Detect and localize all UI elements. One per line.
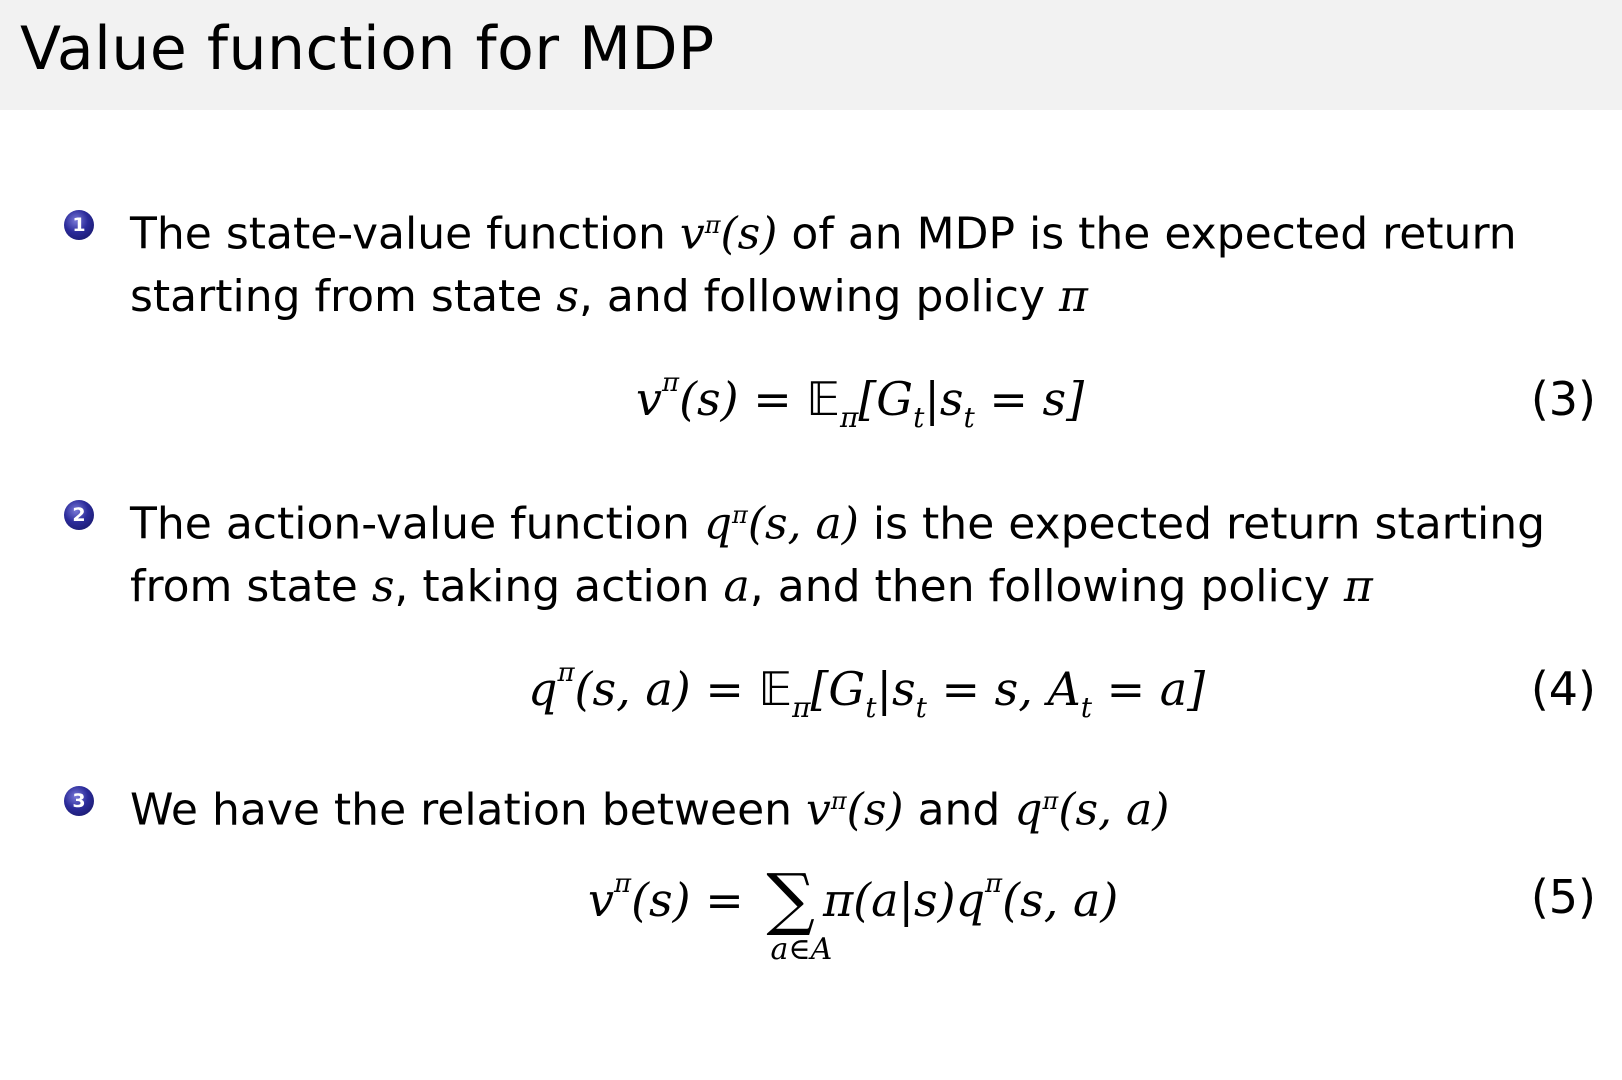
bullet-number-icon: 1 — [64, 210, 94, 240]
math: = s, A — [926, 662, 1081, 716]
math: [G — [858, 372, 914, 426]
bullet-number-icon: 2 — [64, 500, 94, 530]
math: v — [636, 372, 662, 426]
text: , and following policy — [578, 270, 1059, 322]
equation-number: (5) — [1530, 870, 1596, 924]
equation-5: vπ(s) = ∑ a∈A π(a|s)qπ(s, a) — [588, 866, 1119, 968]
summation: ∑ a∈A — [766, 866, 832, 968]
math: q — [1014, 784, 1043, 836]
math: = a] — [1091, 662, 1206, 716]
math: v — [806, 784, 831, 836]
text: , taking action — [394, 560, 724, 612]
math: s — [371, 560, 395, 612]
sum-symbol: ∑ — [766, 860, 815, 939]
math: t — [913, 401, 925, 434]
equation-3: vπ(s) = 𝔼π[Gt|st = s] — [636, 370, 1085, 432]
math: (s) — [846, 784, 904, 836]
equation-number: (3) — [1530, 372, 1596, 426]
text: is the expected return starting — [858, 498, 1546, 550]
math: π — [557, 658, 575, 688]
math: |s — [876, 662, 916, 716]
bullet-text: We have the relation between vπ(s) and q… — [130, 770, 1550, 842]
math: = s] — [974, 372, 1085, 426]
math: v — [588, 873, 614, 927]
math: (s, a) — [1002, 873, 1119, 927]
math: (s, a) = — [574, 662, 759, 716]
math: π — [614, 869, 632, 899]
math: a — [723, 560, 750, 612]
math: t — [963, 401, 975, 434]
math: t — [865, 691, 877, 724]
sum-subscript: a∈A — [770, 932, 833, 967]
math: q — [703, 498, 733, 550]
text: The action-value function — [130, 498, 704, 550]
math: π — [792, 691, 811, 724]
equation-4: qπ(s, a) = 𝔼π[Gt|st = s, At = a] — [528, 660, 1206, 722]
math: (s, a) — [1058, 784, 1170, 836]
math: 𝔼 — [806, 372, 840, 426]
text: from state — [130, 560, 372, 612]
bullet-text: The action-value function qπ(s, a) is th… — [130, 484, 1550, 618]
math: (s) = — [679, 372, 807, 426]
math: (s, a) — [747, 498, 859, 550]
math: (s) = — [631, 873, 759, 927]
text: We have the relation between — [130, 784, 807, 836]
math: π — [830, 787, 847, 815]
equation-number: (4) — [1530, 662, 1596, 716]
math: [G — [810, 662, 866, 716]
text: , and then following policy — [749, 560, 1344, 612]
math: π(a|s)q — [822, 873, 986, 927]
text: The state-value function — [130, 208, 680, 260]
text: starting from state — [130, 270, 557, 322]
math: π — [1343, 560, 1373, 612]
math: π — [839, 401, 859, 434]
title-bar: Value function for MDP — [0, 0, 1622, 110]
math: |s — [924, 372, 964, 426]
math: π — [662, 368, 680, 398]
math: s — [556, 270, 579, 322]
text: of an MDP is the expected return — [777, 208, 1517, 260]
math: π — [1058, 270, 1088, 322]
math: t — [915, 691, 927, 724]
math: 𝔼 — [758, 662, 793, 716]
math: π — [704, 211, 721, 239]
text: and — [903, 784, 1015, 836]
math: v — [679, 208, 705, 260]
slide-title: Value function for MDP — [20, 14, 715, 84]
bullet-number-icon: 3 — [64, 786, 94, 816]
math: π — [985, 869, 1003, 899]
math: (s) — [720, 208, 778, 260]
math: π — [1042, 787, 1059, 815]
bullet-text: The state-value function vπ(s) of an MDP… — [130, 194, 1550, 328]
math: q — [528, 662, 558, 716]
math: π — [732, 501, 748, 529]
math: t — [1080, 691, 1092, 724]
